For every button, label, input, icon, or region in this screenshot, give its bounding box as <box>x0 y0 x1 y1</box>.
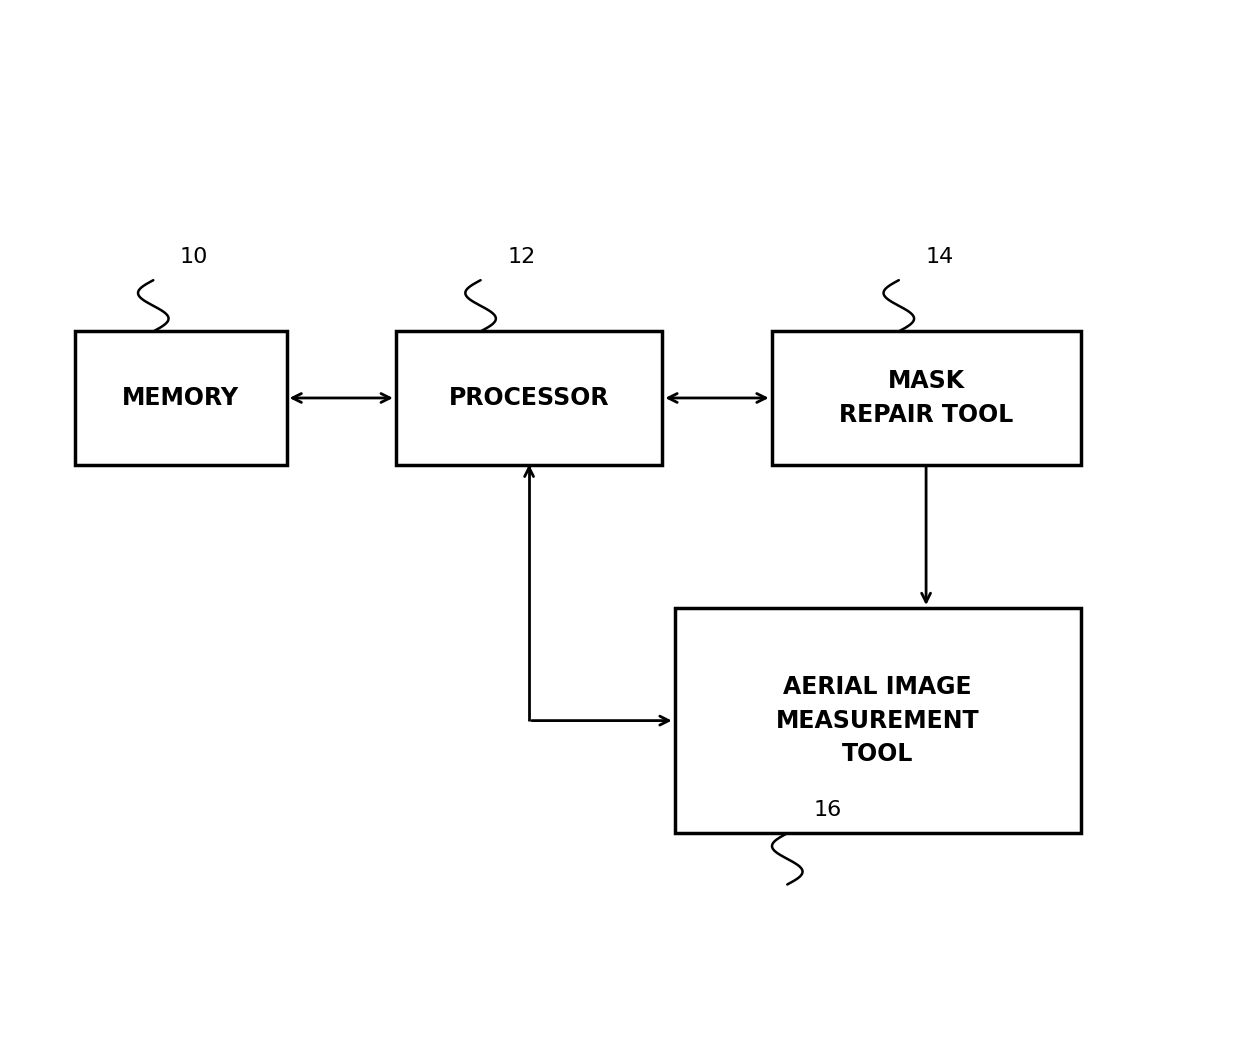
Text: 14: 14 <box>925 247 954 267</box>
Text: MEMORY: MEMORY <box>122 386 239 410</box>
Bar <box>771 331 1080 465</box>
Text: PROCESSOR: PROCESSOR <box>449 386 609 410</box>
Text: 12: 12 <box>507 247 536 267</box>
Text: MASK
REPAIR TOOL: MASK REPAIR TOOL <box>839 369 1013 427</box>
Text: AERIAL IMAGE
MEASUREMENT
TOOL: AERIAL IMAGE MEASUREMENT TOOL <box>776 675 980 766</box>
Text: 16: 16 <box>813 800 842 820</box>
Bar <box>74 331 286 465</box>
Bar <box>675 608 1080 833</box>
Text: 10: 10 <box>180 247 208 267</box>
Bar <box>396 331 662 465</box>
